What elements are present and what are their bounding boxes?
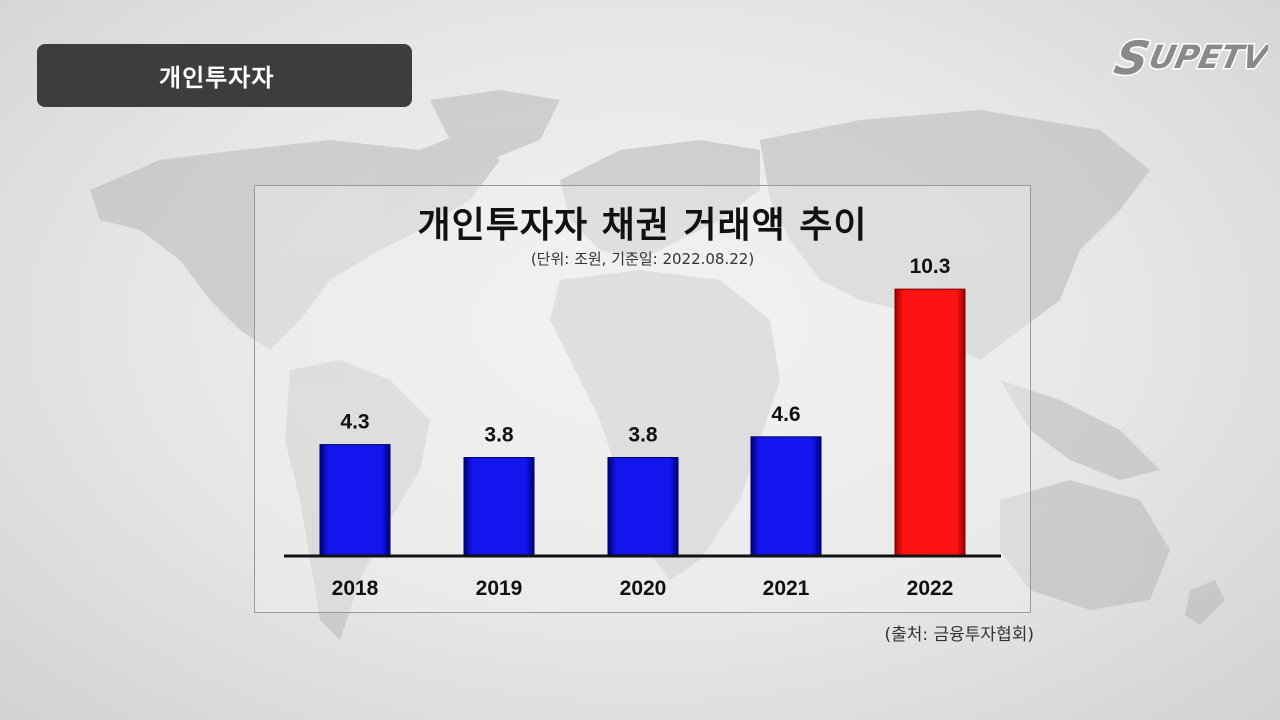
value-label-2018: 4.3 — [340, 411, 369, 434]
category-label-2018: 2018 — [332, 577, 379, 600]
new-zealand-shape — [1185, 580, 1225, 625]
australia-shape — [1000, 480, 1170, 610]
bar-2018 — [319, 444, 391, 557]
supetv-logo: S UPETV — [1108, 30, 1268, 86]
section-tag: 개인투자자 — [37, 44, 412, 107]
value-label-2021: 4.6 — [771, 403, 800, 426]
africa-shape — [550, 270, 780, 580]
category-label-2021: 2021 — [763, 577, 810, 600]
greenland-shape — [430, 90, 560, 160]
category-label-2019: 2019 — [476, 577, 523, 600]
value-label-2019: 3.8 — [484, 424, 514, 447]
asia-shape — [760, 110, 1150, 360]
section-tag-label: 개인투자자 — [159, 64, 275, 92]
europe-shape — [560, 140, 760, 260]
bar-2021 — [750, 436, 822, 557]
category-label-2022: 2022 — [907, 577, 954, 600]
svg-text:S: S — [1110, 31, 1154, 84]
source-note: (출처: 금융투자협회) — [884, 625, 1034, 645]
chart-title: 개인투자자 채권 거래액 추이 — [417, 205, 868, 246]
value-label-2020: 3.8 — [628, 424, 658, 447]
bar-2019 — [463, 457, 535, 557]
value-label-2022: 10.3 — [910, 255, 951, 278]
bar-2020 — [607, 457, 679, 557]
category-label-2020: 2020 — [620, 577, 667, 600]
southeast-asia-shape — [1000, 380, 1160, 480]
bar-chart: 4.3 2018 3.8 2019 3.8 2020 4.6 2021 10.3 2022 — [284, 255, 1001, 600]
bar-2022 — [894, 288, 966, 557]
svg-text:UPETV: UPETV — [1146, 38, 1268, 76]
chart-subtitle: (단위: 조원, 기준일: 2022.08.22) — [530, 250, 755, 268]
